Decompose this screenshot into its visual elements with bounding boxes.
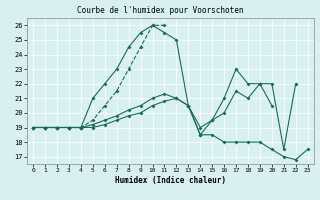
X-axis label: Humidex (Indice chaleur): Humidex (Indice chaleur): [115, 176, 226, 185]
Text: Courbe de l'humidex pour Voorschoten: Courbe de l'humidex pour Voorschoten: [77, 6, 243, 15]
